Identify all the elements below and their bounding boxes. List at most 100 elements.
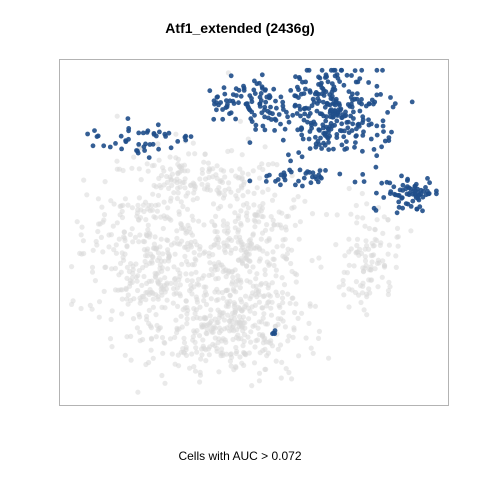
background-cell-point [279,295,286,301]
highlighted-cell-point [125,116,131,121]
highlighted-cell-point [298,113,303,119]
background-cell-point [302,198,308,204]
background-cell-point [252,224,258,230]
background-cell-point [216,191,222,197]
background-cell-point [120,202,126,208]
background-cell-point [155,202,161,208]
highlighted-cell-point [260,86,265,91]
highlighted-cell-point [247,93,253,98]
background-cell-point [232,307,238,313]
highlighted-cell-point [344,139,349,145]
background-cell-point [229,281,235,287]
background-cell-point [129,165,135,171]
background-cell-point [270,161,276,167]
background-cell-point [221,240,227,246]
background-cell-point [214,163,220,169]
background-cell-point [98,234,104,240]
background-cell-point [127,231,133,238]
highlighted-cell-point [360,148,365,154]
background-cell-point [165,266,171,272]
highlighted-cell-point [371,147,377,152]
background-cell-point [155,250,161,256]
background-cell-point [250,168,256,174]
background-cell-point [262,267,268,273]
background-cell-point [183,298,189,304]
highlighted-cell-point [318,135,323,141]
highlighted-cell-point [366,101,372,107]
background-cell-point [247,308,253,314]
background-cell-point [287,300,293,306]
background-cell-point [372,266,378,272]
highlighted-cell-point [385,110,390,115]
background-cell-point [142,253,149,259]
background-cell-point [135,207,141,213]
background-cell-point [189,262,195,268]
background-cell-point [361,307,367,313]
background-cell-point [210,341,216,347]
background-cell-point [258,208,264,214]
highlighted-cell-point [319,67,325,73]
background-cell-point [360,268,367,274]
highlighted-cell-point [294,111,300,116]
background-cell-point [155,141,161,147]
highlighted-cell-point [238,93,244,99]
background-cell-point [280,253,286,259]
background-cell-point [112,265,118,271]
background-cell-point [116,236,122,242]
highlighted-cell-point [319,146,324,151]
background-cell-point [137,295,143,301]
highlighted-cell-point [339,142,345,148]
background-cell-point [146,307,152,313]
highlighted-cell-point [273,98,278,104]
background-cell-point [316,255,322,261]
background-cell-point [125,292,131,298]
highlighted-cell-point [345,125,351,131]
background-cell-point [380,230,386,236]
background-cell-point [289,268,295,275]
background-cell-point [238,222,244,228]
highlighted-cell-point [434,188,439,194]
highlighted-cell-point [211,116,217,122]
highlighted-cell-point [337,102,342,108]
background-cell-point [183,352,190,358]
background-cell-point [215,289,222,295]
highlighted-cell-point [380,118,386,124]
background-cell-point [162,340,168,346]
background-cell-point [240,306,246,312]
highlighted-cell-point [268,104,273,110]
background-cell-point [125,202,131,208]
background-cell-point [387,284,393,290]
highlighted-cell-point [214,107,219,113]
highlighted-cell-point [323,168,328,173]
background-cell-point [340,277,346,284]
background-cell-point [78,305,84,312]
background-cell-point [128,357,134,363]
background-cell-point [203,292,210,298]
background-cell-point [101,212,108,218]
highlighted-cell-point [405,176,410,182]
background-cell-point [110,223,116,229]
highlighted-cell-point [140,130,146,136]
background-cell-point [135,202,141,208]
highlighted-cell-point [118,133,124,139]
background-cell-point [99,204,105,210]
background-cell-point [180,180,186,186]
background-cell-point [336,284,342,290]
background-cell-point [228,250,234,256]
background-cell-point [238,296,244,302]
highlighted-cell-point [378,92,383,97]
background-cell-point [274,244,280,250]
background-cell-point [178,313,184,319]
background-cell-point [206,250,212,256]
background-cell-point [214,229,220,235]
background-cell-point [129,275,135,281]
highlighted-cell-point [423,185,428,190]
background-cell-point [238,183,244,189]
background-cell-point [260,305,266,311]
background-cell-point [277,342,284,348]
background-cell-point [215,297,221,303]
background-cell-point [289,173,295,179]
highlighted-cell-point [323,118,329,124]
highlighted-cell-point [310,174,315,180]
highlighted-cell-point [236,87,242,93]
